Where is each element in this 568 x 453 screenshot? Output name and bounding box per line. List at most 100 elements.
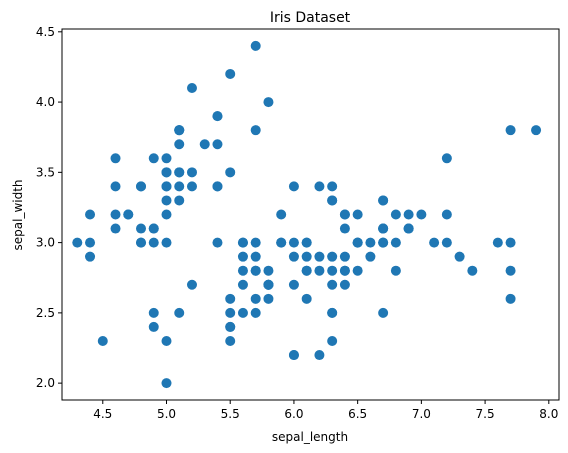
data-point [174,167,185,178]
data-point [327,265,338,276]
data-point [378,195,389,206]
data-point [288,237,299,248]
data-point [148,307,159,318]
y-tick-label: 2.5 [36,306,55,320]
x-tick-label: 7.0 [412,407,431,421]
data-point [263,293,274,304]
x-tick-label: 8.0 [539,407,558,421]
data-point [505,265,516,276]
data-point [276,209,287,220]
data-point [327,251,338,262]
plot-area-frame [61,28,560,401]
data-point [441,153,452,164]
data-point [288,181,299,192]
data-point [339,251,350,262]
y-tick-label: 2.0 [36,376,55,390]
data-point [250,251,261,262]
data-point [161,209,172,220]
data-point [212,181,223,192]
data-point [186,279,197,290]
data-point [174,307,185,318]
data-point [72,237,83,248]
data-point [174,181,185,192]
y-tick-label: 3.5 [36,165,55,179]
data-point [327,335,338,346]
data-point [339,223,350,234]
data-point [441,209,452,220]
data-point [250,293,261,304]
data-point [161,335,172,346]
data-point [148,153,159,164]
data-point [390,209,401,220]
data-point [352,265,363,276]
data-point [505,293,516,304]
data-point [263,265,274,276]
data-point [403,209,414,220]
y-tick-label: 3.0 [36,236,55,250]
data-point [390,237,401,248]
data-point [365,251,376,262]
data-point [212,139,223,150]
x-tick-label: 6.0 [284,407,303,421]
data-point [365,237,376,248]
data-point [327,307,338,318]
data-point [161,181,172,192]
data-point [352,237,363,248]
data-point [352,209,363,220]
data-point [339,279,350,290]
data-point [199,139,210,150]
data-point [85,237,96,248]
data-points [72,40,542,389]
data-point [301,265,312,276]
x-axis-label: sepal_length [272,430,348,444]
data-point [327,195,338,206]
data-point [161,153,172,164]
data-point [97,335,108,346]
data-point [250,307,261,318]
x-tick-label: 4.5 [93,407,112,421]
data-point [174,195,185,206]
data-point [110,181,121,192]
data-point [186,181,197,192]
data-point [174,125,185,136]
data-point [237,251,248,262]
data-point [237,265,248,276]
data-point [85,251,96,262]
data-point [327,279,338,290]
data-point [161,167,172,178]
data-point [212,237,223,248]
data-point [288,251,299,262]
data-point [288,350,299,361]
x-tick-label: 6.5 [348,407,367,421]
y-axis-ticks: 2.0 2.5 3.0 3.5 4.0 4.5 [36,25,62,390]
data-point [301,251,312,262]
data-point [276,237,287,248]
data-point [186,167,197,178]
data-point [339,209,350,220]
data-point [148,237,159,248]
x-tick-label: 5.0 [157,407,176,421]
data-point [237,279,248,290]
data-point [85,209,96,220]
data-point [390,265,401,276]
x-axis-ticks: 4.5 5.0 5.5 6.0 6.5 7.0 7.5 8.0 [93,400,558,421]
data-point [314,251,325,262]
data-point [250,125,261,136]
y-tick-label: 4.5 [36,25,55,39]
data-point [225,68,236,79]
data-point [314,181,325,192]
y-axis-label: sepal_width [11,179,25,250]
data-point [531,125,542,136]
data-point [161,378,172,389]
data-point [225,321,236,332]
data-point [378,237,389,248]
data-point [237,307,248,318]
y-tick-label: 4.0 [36,95,55,109]
data-point [263,97,274,108]
data-point [505,125,516,136]
data-point [492,237,503,248]
x-tick-label: 5.5 [221,407,240,421]
data-point [110,153,121,164]
data-point [148,223,159,234]
